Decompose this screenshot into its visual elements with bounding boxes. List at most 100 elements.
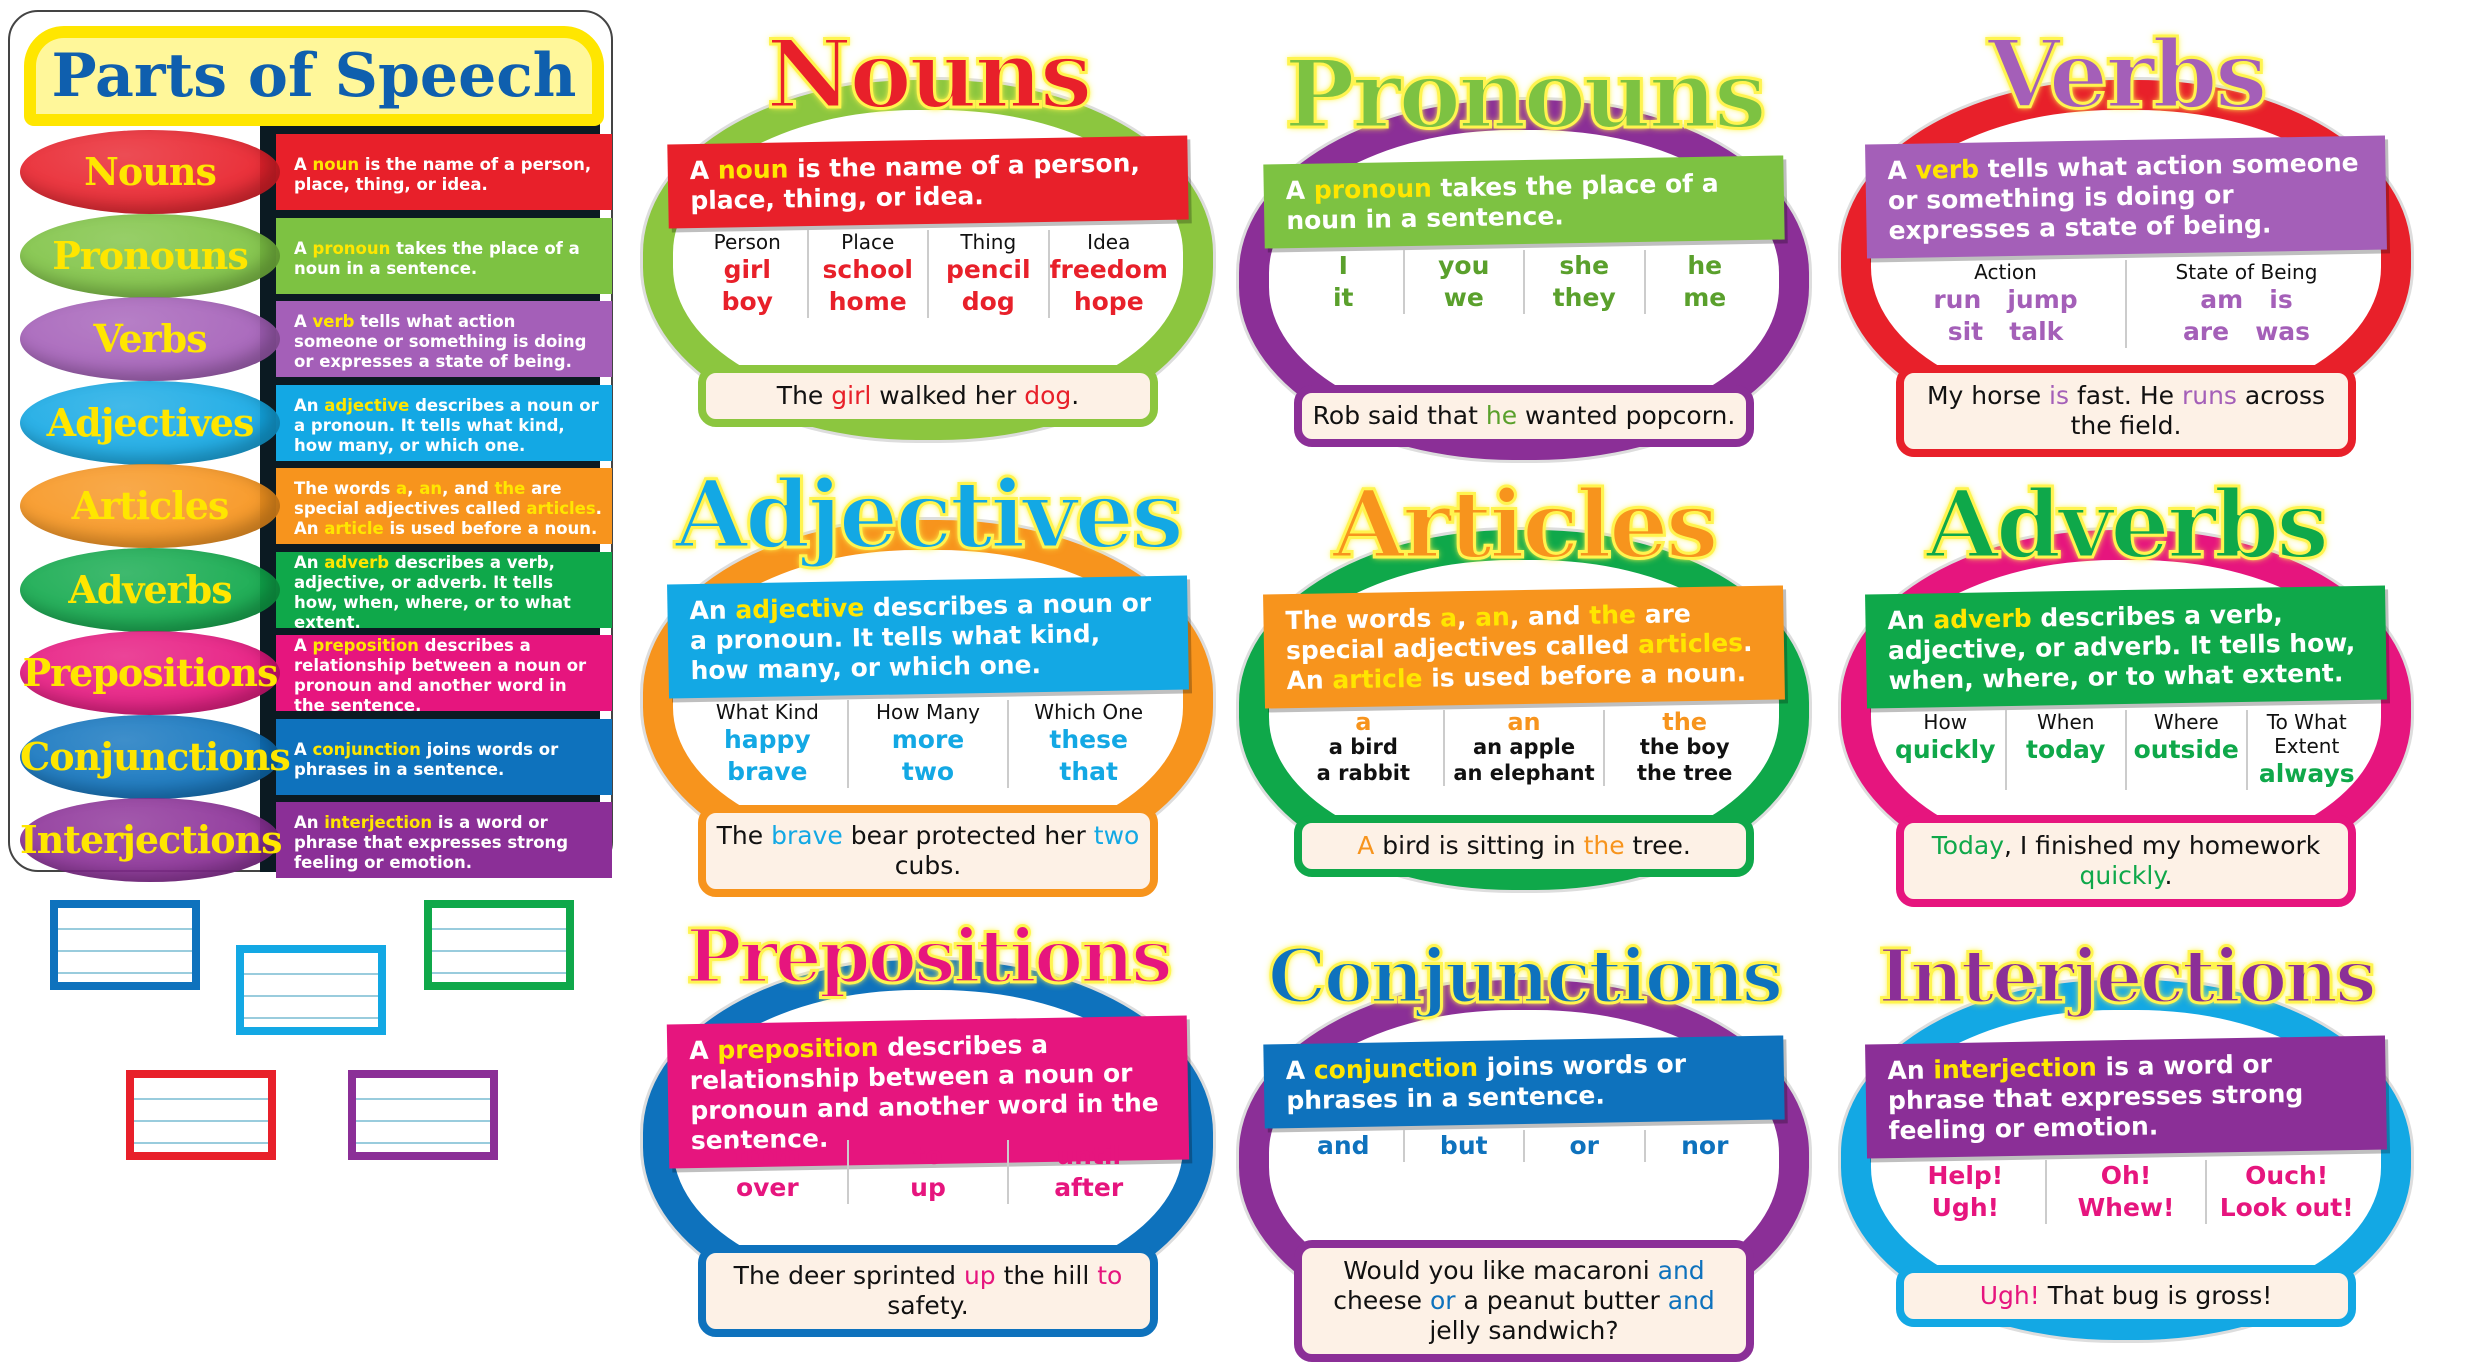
card-definition: A pronoun takes the place of a noun in a… xyxy=(1263,155,1785,249)
example-column: but xyxy=(1405,1130,1525,1162)
sentence-highlight: girl xyxy=(831,381,872,410)
example-word: two xyxy=(901,757,955,786)
definition-text: is the name of a person, place, thing, o… xyxy=(294,155,592,194)
example-column: Oh! Whew! xyxy=(2047,1160,2208,1224)
definition-highlight: an xyxy=(419,479,443,498)
example-word: until xyxy=(1056,1141,1122,1170)
example-column: until after xyxy=(1009,1140,1168,1204)
example-column: How quickly xyxy=(1886,710,2007,790)
example-word: these xyxy=(1049,725,1128,754)
column-header: Place xyxy=(841,230,895,254)
definition-text: A xyxy=(294,636,313,655)
example-column: to up xyxy=(849,1140,1010,1204)
sentence-text: fast. He xyxy=(2069,381,2182,410)
example-word: we xyxy=(1443,283,1484,312)
sentence-highlight: Today xyxy=(1931,831,2004,860)
definition-highlight: article xyxy=(1332,663,1423,695)
sentence-highlight: the xyxy=(1583,831,1625,860)
sentence-text: tree. xyxy=(1624,831,1691,860)
definition-text: A xyxy=(689,155,719,186)
example-columns: Action run jump sit talk State of Being am i… xyxy=(1886,260,2366,348)
example-word: always xyxy=(2258,759,2355,788)
overview-row-adjectives: An adjective describes a noun or a prono… xyxy=(20,380,612,465)
example-word: from xyxy=(734,1141,801,1170)
card-definition: A noun is the name of a person, place, t… xyxy=(667,135,1189,229)
sentence-text: Would you like macaroni xyxy=(1343,1256,1658,1285)
definition-highlight: adverb xyxy=(1933,603,2032,635)
example-columns: and but or nor xyxy=(1284,1130,1764,1162)
example-sentence: The deer sprinted up the hill to safety. xyxy=(698,1245,1158,1337)
sentence-text: , I finished my homework xyxy=(2004,831,2321,860)
sentence-highlight: Ugh! xyxy=(1979,1281,2040,1310)
blank-word-card xyxy=(126,1070,276,1160)
card-interjections: Interjections An interjection is a word o… xyxy=(1826,920,2426,1350)
definition-text: A xyxy=(294,155,313,174)
card-definition: A conjunction joins words or phrases in … xyxy=(1263,1035,1785,1129)
example-columns: Help! Ugh! Oh! Whew! Ouch! Look out! xyxy=(1886,1160,2366,1224)
sentence-highlight: quickly xyxy=(2079,861,2165,890)
example-columns: What Kind happy brave How Many more two Which … xyxy=(688,700,1168,788)
example-column: Ouch! Look out! xyxy=(2207,1160,2366,1224)
column-header: Idea xyxy=(1087,230,1131,254)
overview-label-pronouns: Pronouns xyxy=(20,213,280,298)
sentence-text: The deer sprinted xyxy=(733,1261,964,1290)
definition-highlight: adverb xyxy=(324,552,390,572)
overview-definition: An adjective describes a noun or a prono… xyxy=(276,384,612,461)
overview-row-conjunctions: A conjunction joins words or phrases in … xyxy=(20,714,612,799)
parts-of-speech-overview-panel: Parts of Speech A noun is the name of a … xyxy=(8,10,613,882)
sentence-text: safety. xyxy=(887,1291,969,1320)
sentence-highlight: is xyxy=(2049,381,2070,410)
sentence-highlight: or xyxy=(1429,1286,1456,1315)
sentence-text: cheese xyxy=(1333,1286,1430,1315)
card-title: Nouns xyxy=(765,19,1094,132)
blank-word-card xyxy=(50,900,200,990)
card-title: Prepositions xyxy=(685,913,1175,1002)
overview-definition: A verb tells what action someone or some… xyxy=(276,301,612,377)
example-sentence: Rob said that he wanted popcorn. xyxy=(1294,385,1754,447)
blank-word-card xyxy=(348,1070,498,1160)
example-word: girl xyxy=(723,255,771,284)
definition-text: A xyxy=(294,739,313,759)
example-word: the tree xyxy=(1636,761,1733,785)
sentence-text: . xyxy=(1071,381,1080,410)
card-nouns: Nouns A noun is the name of a person, pla… xyxy=(628,19,1228,450)
column-header: an xyxy=(1507,708,1541,736)
definition-text: A xyxy=(294,238,313,258)
sentence-highlight: A xyxy=(1357,831,1375,860)
sentence-text: the hill xyxy=(995,1261,1098,1290)
example-column: an an apple an elephant xyxy=(1445,710,1606,786)
definition-text: , and xyxy=(1509,600,1590,632)
example-column: Help! Ugh! xyxy=(1886,1160,2047,1224)
example-word: Look out! xyxy=(2219,1193,2354,1222)
card-title: Articles xyxy=(1331,469,1720,582)
example-word: or xyxy=(1569,1131,1599,1160)
overview-label-articles: Articles xyxy=(20,464,280,548)
column-header: Thing xyxy=(960,230,1017,254)
card-definition: An interjection is a word or phrase that… xyxy=(1865,1035,2387,1159)
example-columns: How quickly When today Where outside To What E… xyxy=(1886,710,2366,790)
column-header: How xyxy=(1923,710,1968,734)
example-column: Where outside xyxy=(2127,710,2248,790)
example-column: and xyxy=(1284,1130,1405,1162)
card-definition: An adverb describes a verb, adjective, o… xyxy=(1865,585,2387,709)
card-verbs: Verbs A verb tells what action someone or… xyxy=(1826,19,2426,457)
sentence-highlight: brave xyxy=(771,821,843,850)
sentence-text: The xyxy=(776,381,832,410)
example-sentence: The brave bear protected her two cubs. xyxy=(698,805,1158,897)
overview-row-verbs: A verb tells what action someone or some… xyxy=(20,297,612,381)
example-word: she xyxy=(1559,251,1610,280)
example-word: freedom xyxy=(1049,255,1168,284)
definition-text: An xyxy=(294,813,325,832)
sentence-text: across the field. xyxy=(2070,381,2326,440)
card-definition: An adjective describes a noun or a prono… xyxy=(667,575,1189,699)
example-word: quickly xyxy=(1894,735,1996,764)
card-pronouns: Pronouns A pronoun takes the place of a n… xyxy=(1224,39,1824,470)
definition-text: is a word or phrase that expresses stron… xyxy=(294,813,569,872)
definition-text: is used before a noun. xyxy=(1422,658,1747,693)
column-header: a xyxy=(1355,708,1372,736)
overview-label-interjections: Interjections xyxy=(20,798,283,882)
example-word: a bird xyxy=(1328,735,1398,759)
definition-text: , and xyxy=(442,479,495,498)
sentence-highlight: up xyxy=(963,1261,996,1290)
